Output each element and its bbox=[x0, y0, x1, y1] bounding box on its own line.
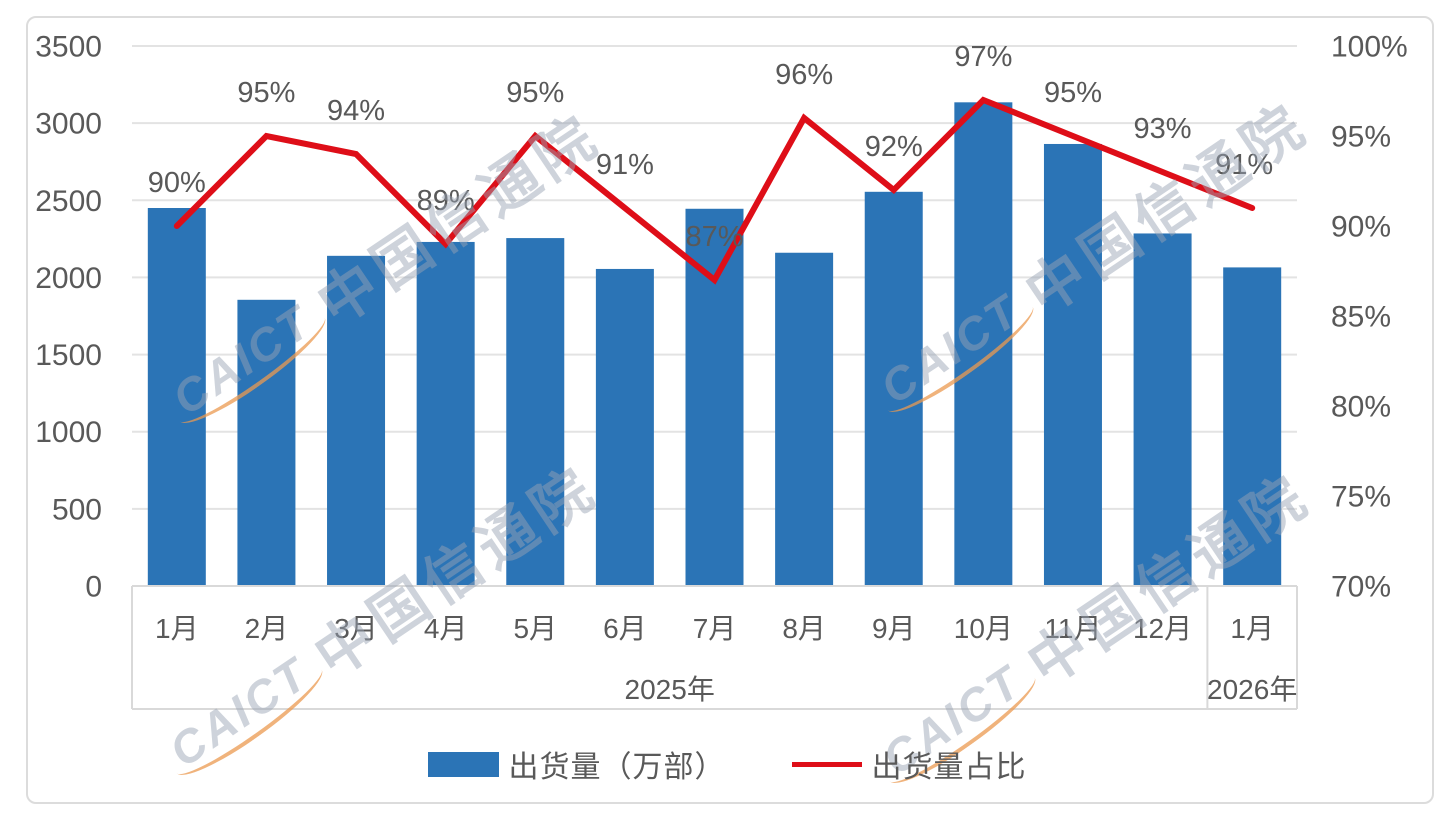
left-axis-tick: 500 bbox=[52, 493, 102, 526]
category-label: 7月 bbox=[693, 613, 737, 644]
left-axis-tick: 2500 bbox=[35, 185, 102, 218]
bar-4月 bbox=[416, 241, 475, 586]
right-axis-tick: 85% bbox=[1331, 301, 1391, 334]
bar-2月 bbox=[237, 299, 296, 586]
line-point-label: 93% bbox=[1134, 113, 1192, 145]
bar-series-label: 出货量（万部） bbox=[508, 751, 726, 784]
left-axis-tick: 0 bbox=[85, 571, 102, 604]
bar-10月 bbox=[954, 102, 1013, 587]
bar-8月 bbox=[775, 252, 834, 586]
category-label: 2月 bbox=[245, 613, 289, 644]
legend: 出货量（万部） 出货量占比 bbox=[0, 742, 1440, 786]
category-label: 6月 bbox=[603, 613, 647, 644]
category-label: 12月 bbox=[1133, 613, 1192, 644]
category-label: 11月 bbox=[1044, 613, 1101, 644]
line-point-label: 87% bbox=[685, 221, 743, 253]
line-point-label: 89% bbox=[417, 185, 475, 217]
bar-1月 bbox=[147, 208, 206, 586]
line-series bbox=[173, 96, 1256, 285]
right-axis-tick: 90% bbox=[1331, 211, 1391, 244]
year-label: 2025年 bbox=[625, 674, 715, 705]
line-series-label: 出货量占比 bbox=[871, 751, 1027, 784]
right-axis-tick: 80% bbox=[1331, 391, 1391, 424]
line-point-label: 95% bbox=[506, 77, 564, 109]
category-label: 1月 bbox=[1230, 613, 1274, 644]
category-label: 3月 bbox=[334, 613, 378, 644]
category-label: 9月 bbox=[872, 613, 916, 644]
line-point-label: 91% bbox=[596, 149, 654, 181]
right-axis-tick: 75% bbox=[1331, 481, 1391, 514]
left-axis-tick: 3000 bbox=[35, 108, 102, 141]
category-label: 5月 bbox=[513, 613, 557, 644]
line-point-label: 96% bbox=[775, 59, 833, 91]
category-label: 4月 bbox=[424, 613, 468, 644]
category-label: 8月 bbox=[782, 613, 826, 644]
category-label: 1月 bbox=[155, 613, 199, 644]
bar-9月 bbox=[864, 191, 923, 587]
line-point-label: 90% bbox=[148, 167, 206, 199]
bar-3月 bbox=[327, 255, 386, 587]
category-label: 10月 bbox=[954, 613, 1013, 644]
year-label: 2026年 bbox=[1207, 674, 1297, 705]
line-point-label: 91% bbox=[1215, 149, 1273, 181]
left-axis-tick: 2000 bbox=[35, 262, 102, 295]
line-point-label: 95% bbox=[1044, 77, 1102, 109]
line-point-label: 92% bbox=[865, 131, 923, 163]
bar-12月 bbox=[1133, 233, 1192, 586]
right-axis-tick: 95% bbox=[1331, 121, 1391, 154]
bar-7月 bbox=[685, 208, 744, 586]
bar-series-swatch bbox=[427, 751, 499, 777]
line-point-label: 97% bbox=[954, 41, 1012, 73]
right-axis-tick: 70% bbox=[1331, 571, 1391, 604]
bar-1月 bbox=[1223, 267, 1282, 586]
right-axis-tick: 100% bbox=[1331, 31, 1408, 64]
line-point-label: 94% bbox=[327, 95, 385, 127]
left-axis-tick: 1500 bbox=[35, 339, 102, 372]
line-point-label: 95% bbox=[237, 77, 295, 109]
bar-5月 bbox=[506, 238, 565, 587]
left-axis-tick: 1000 bbox=[35, 416, 102, 449]
bar-11月 bbox=[1043, 143, 1102, 586]
bar-6月 bbox=[595, 268, 654, 586]
line-series-swatch bbox=[791, 761, 862, 767]
left-axis-tick: 3500 bbox=[35, 31, 102, 64]
